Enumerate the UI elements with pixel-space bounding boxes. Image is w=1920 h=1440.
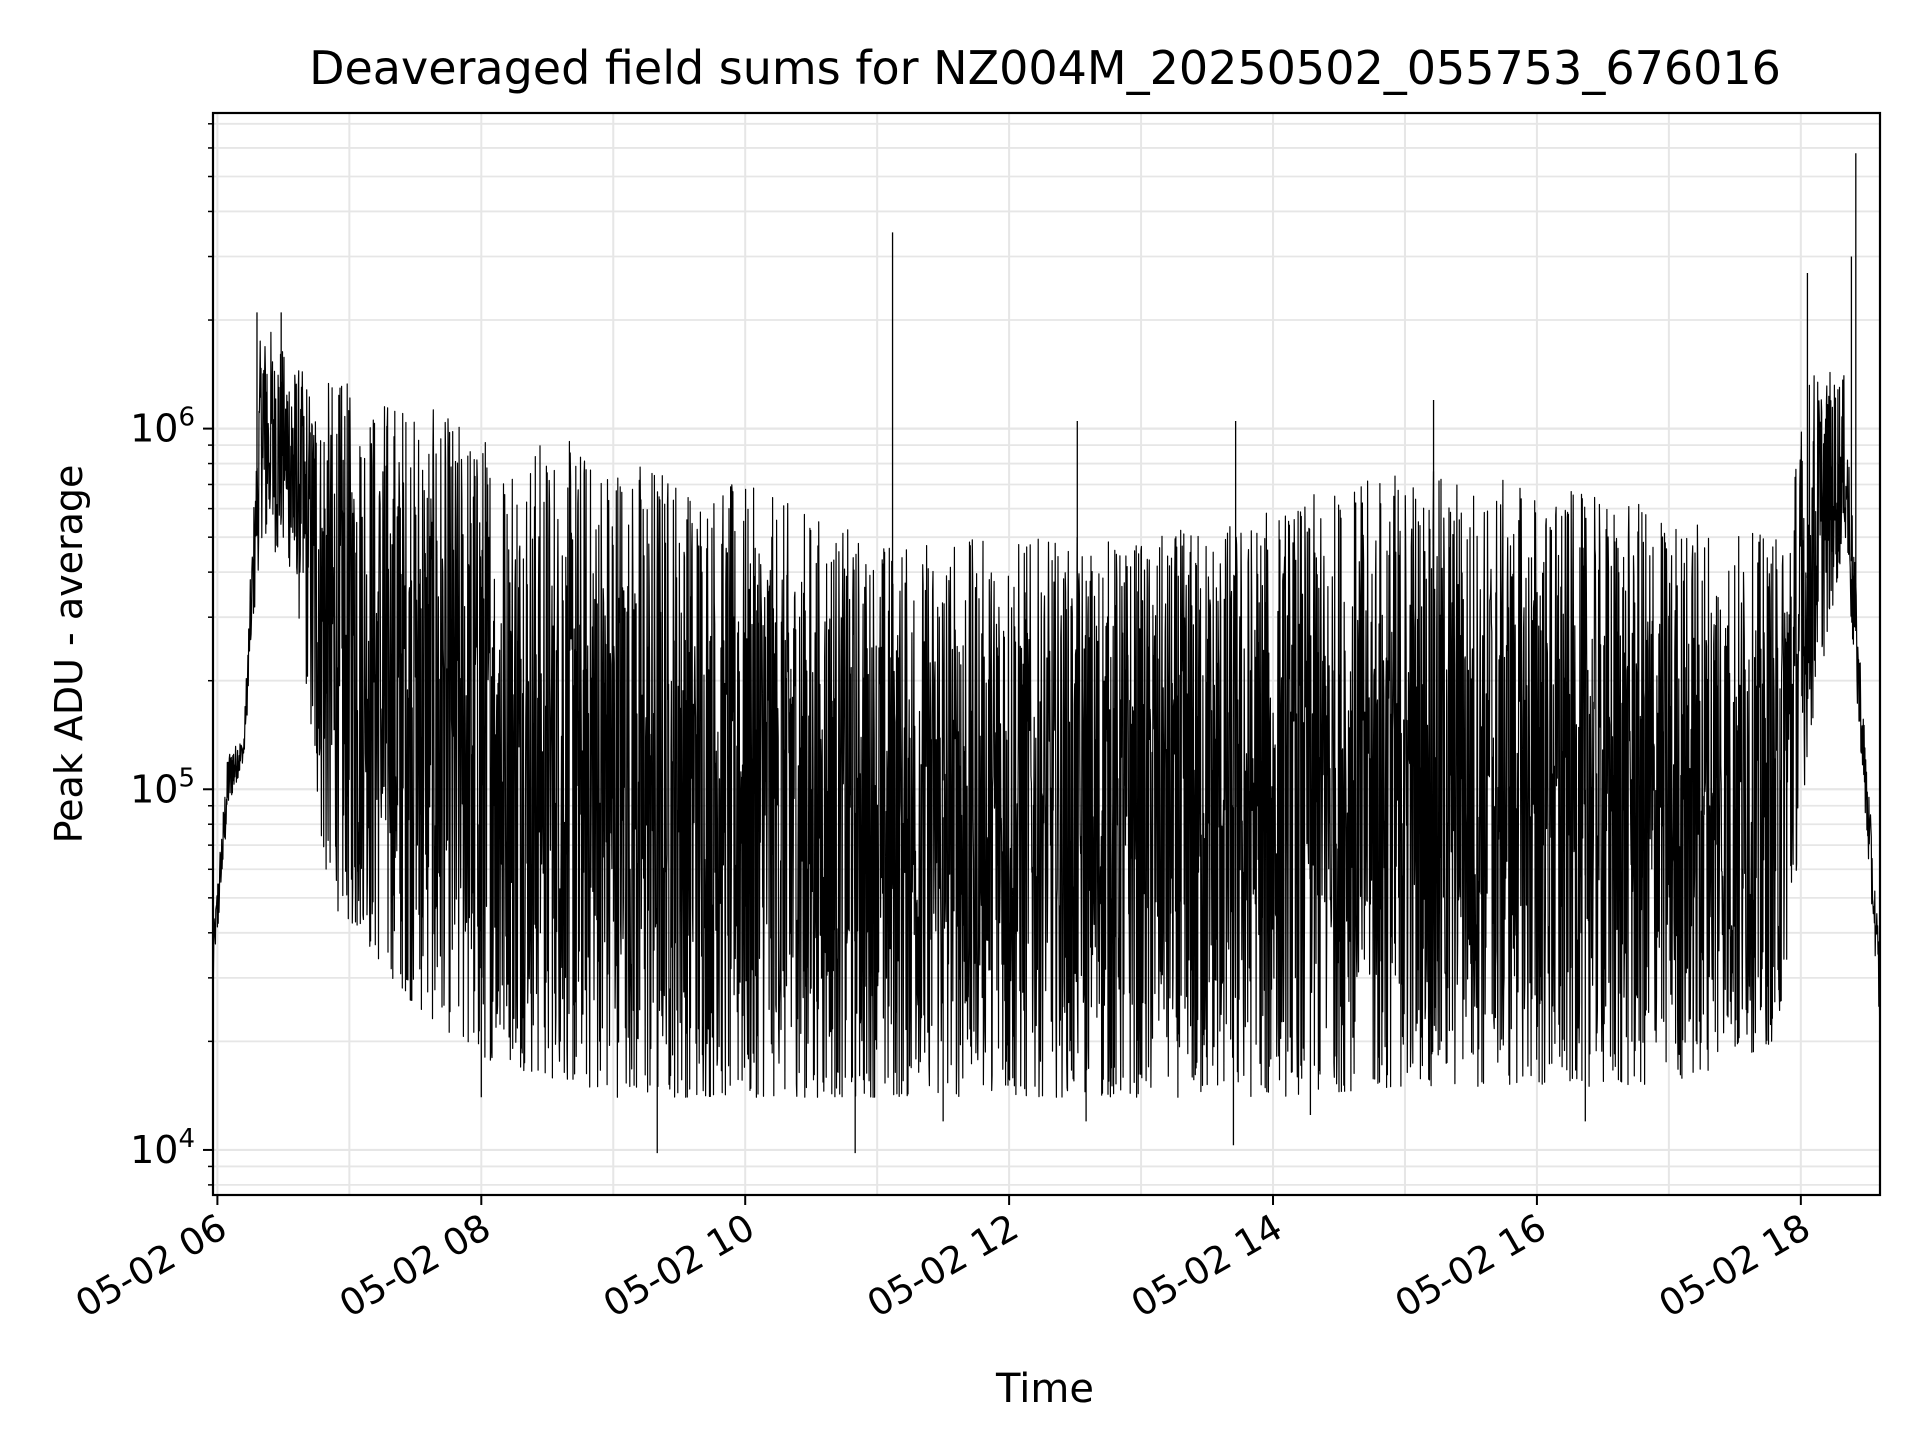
data-line <box>212 331 1881 1098</box>
chart-title: Deaveraged field sums for NZ004M_2025050… <box>309 41 1781 95</box>
y-tick-label: 106 <box>130 403 195 451</box>
plot-frame <box>211 111 1882 1197</box>
y-tick-label: 105 <box>130 763 195 811</box>
y-axis-label: Peak ADU - average <box>47 465 91 844</box>
series <box>212 153 1881 1154</box>
y-tick-label: 104 <box>130 1124 195 1172</box>
x-axis-label: Time <box>995 1366 1094 1412</box>
y-axis: 104 105 106 <box>130 123 213 1186</box>
